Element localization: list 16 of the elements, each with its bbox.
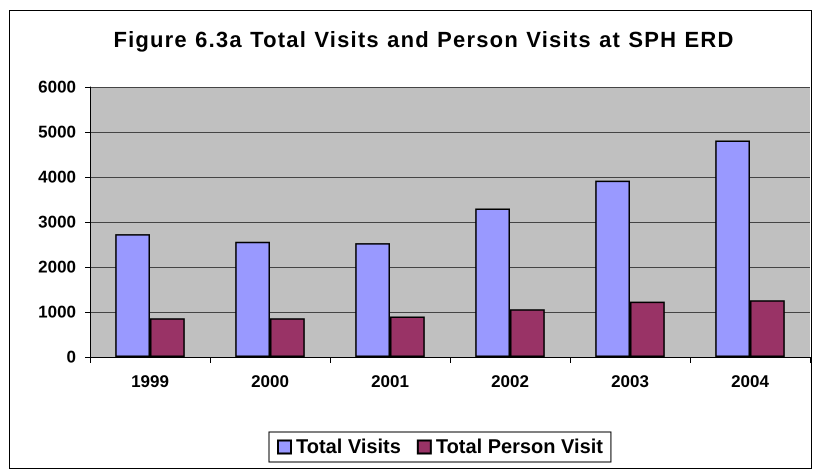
x-tick-label: 2002 bbox=[491, 372, 529, 391]
y-tick-label: 4000 bbox=[38, 168, 76, 186]
y-tick-label: 0 bbox=[66, 348, 76, 366]
x-tick-label: 2000 bbox=[251, 372, 289, 391]
x-tick-label: 2003 bbox=[611, 372, 649, 391]
chart-title: Figure 6.3a Total Visits and Person Visits at SPH ERD bbox=[113, 27, 735, 52]
y-tick-label: 1000 bbox=[38, 302, 76, 322]
legend-label: Total Visits bbox=[296, 436, 401, 458]
x-tick-label: 2001 bbox=[371, 372, 409, 391]
x-tick-label: 2004 bbox=[731, 372, 770, 391]
x-tick-label: 1999 bbox=[131, 372, 169, 391]
y-tick-label: 6000 bbox=[38, 78, 76, 96]
y-tick-label: 2000 bbox=[38, 258, 76, 276]
y-tick-label: 3000 bbox=[38, 212, 76, 232]
legend-label: Total Person Visit bbox=[436, 436, 604, 458]
y-tick-label: 5000 bbox=[38, 122, 76, 142]
